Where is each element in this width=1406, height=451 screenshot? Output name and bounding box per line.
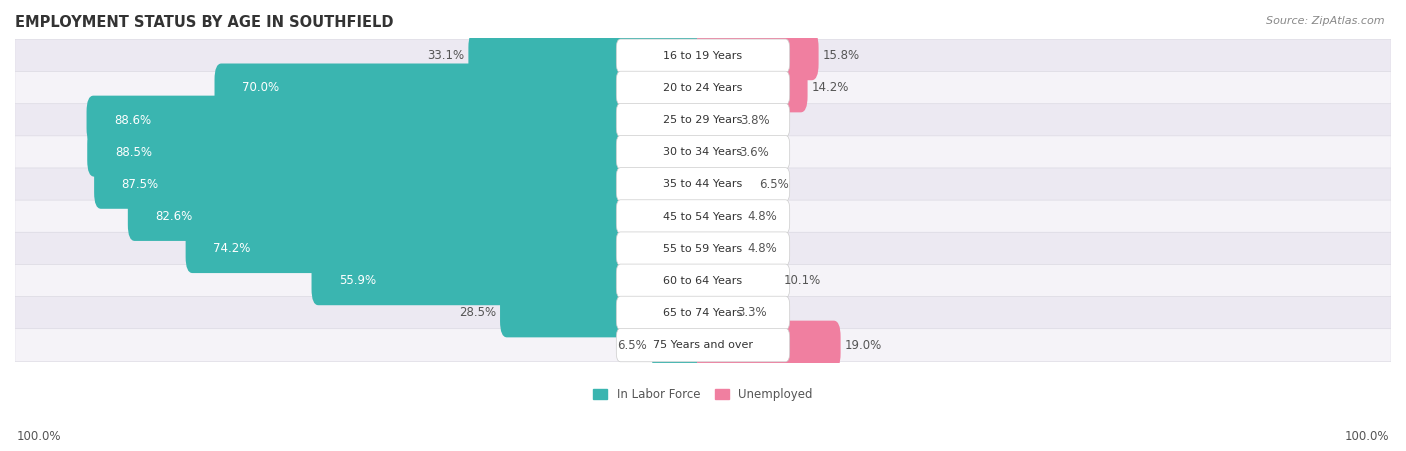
Text: 60 to 64 Years: 60 to 64 Years bbox=[664, 276, 742, 286]
Text: 30 to 34 Years: 30 to 34 Years bbox=[664, 147, 742, 157]
Text: 19.0%: 19.0% bbox=[845, 339, 882, 352]
FancyBboxPatch shape bbox=[616, 135, 790, 169]
Text: 87.5%: 87.5% bbox=[122, 178, 159, 191]
Text: 20 to 24 Years: 20 to 24 Years bbox=[664, 83, 742, 93]
Text: 100.0%: 100.0% bbox=[17, 430, 62, 443]
FancyBboxPatch shape bbox=[186, 224, 710, 273]
FancyBboxPatch shape bbox=[15, 136, 1391, 169]
FancyBboxPatch shape bbox=[15, 200, 1391, 233]
FancyBboxPatch shape bbox=[468, 32, 710, 80]
FancyBboxPatch shape bbox=[696, 321, 841, 369]
FancyBboxPatch shape bbox=[696, 128, 735, 177]
Text: 70.0%: 70.0% bbox=[242, 82, 280, 94]
Text: 88.5%: 88.5% bbox=[115, 146, 152, 159]
FancyBboxPatch shape bbox=[696, 64, 807, 112]
FancyBboxPatch shape bbox=[696, 96, 735, 144]
FancyBboxPatch shape bbox=[651, 321, 710, 369]
FancyBboxPatch shape bbox=[616, 103, 790, 137]
Text: 4.8%: 4.8% bbox=[747, 242, 776, 255]
FancyBboxPatch shape bbox=[696, 160, 755, 209]
FancyBboxPatch shape bbox=[15, 329, 1391, 361]
Text: 16 to 19 Years: 16 to 19 Years bbox=[664, 51, 742, 61]
Legend: In Labor Force, Unemployed: In Labor Force, Unemployed bbox=[589, 383, 817, 405]
Text: 3.6%: 3.6% bbox=[738, 146, 769, 159]
FancyBboxPatch shape bbox=[696, 32, 818, 80]
FancyBboxPatch shape bbox=[616, 264, 790, 298]
FancyBboxPatch shape bbox=[616, 71, 790, 105]
FancyBboxPatch shape bbox=[501, 289, 710, 337]
FancyBboxPatch shape bbox=[616, 39, 790, 73]
Text: 25 to 29 Years: 25 to 29 Years bbox=[664, 115, 742, 125]
FancyBboxPatch shape bbox=[15, 297, 1391, 329]
Text: Source: ZipAtlas.com: Source: ZipAtlas.com bbox=[1267, 16, 1385, 26]
FancyBboxPatch shape bbox=[15, 104, 1391, 137]
Text: 28.5%: 28.5% bbox=[458, 306, 496, 319]
FancyBboxPatch shape bbox=[696, 256, 779, 305]
Text: EMPLOYMENT STATUS BY AGE IN SOUTHFIELD: EMPLOYMENT STATUS BY AGE IN SOUTHFIELD bbox=[15, 15, 394, 30]
FancyBboxPatch shape bbox=[94, 160, 710, 209]
Text: 75 Years and over: 75 Years and over bbox=[652, 340, 754, 350]
Text: 65 to 74 Years: 65 to 74 Years bbox=[664, 308, 742, 318]
FancyBboxPatch shape bbox=[87, 96, 710, 144]
FancyBboxPatch shape bbox=[696, 289, 733, 337]
Text: 6.5%: 6.5% bbox=[617, 339, 647, 352]
FancyBboxPatch shape bbox=[128, 192, 710, 241]
Text: 45 to 54 Years: 45 to 54 Years bbox=[664, 212, 742, 221]
Text: 100.0%: 100.0% bbox=[1344, 430, 1389, 443]
FancyBboxPatch shape bbox=[616, 232, 790, 265]
FancyBboxPatch shape bbox=[616, 200, 790, 233]
FancyBboxPatch shape bbox=[15, 232, 1391, 265]
Text: 55.9%: 55.9% bbox=[339, 274, 377, 287]
FancyBboxPatch shape bbox=[15, 264, 1391, 297]
Text: 88.6%: 88.6% bbox=[114, 114, 152, 127]
FancyBboxPatch shape bbox=[215, 64, 710, 112]
Text: 10.1%: 10.1% bbox=[783, 274, 821, 287]
Text: 14.2%: 14.2% bbox=[811, 82, 849, 94]
FancyBboxPatch shape bbox=[696, 192, 742, 241]
Text: 4.8%: 4.8% bbox=[747, 210, 776, 223]
Text: 82.6%: 82.6% bbox=[155, 210, 193, 223]
Text: 35 to 44 Years: 35 to 44 Years bbox=[664, 179, 742, 189]
Text: 6.5%: 6.5% bbox=[759, 178, 789, 191]
FancyBboxPatch shape bbox=[616, 328, 790, 362]
Text: 15.8%: 15.8% bbox=[823, 49, 860, 62]
FancyBboxPatch shape bbox=[616, 168, 790, 201]
FancyBboxPatch shape bbox=[15, 168, 1391, 201]
FancyBboxPatch shape bbox=[87, 128, 710, 177]
Text: 33.1%: 33.1% bbox=[427, 49, 464, 62]
FancyBboxPatch shape bbox=[15, 39, 1391, 72]
FancyBboxPatch shape bbox=[312, 256, 710, 305]
Text: 74.2%: 74.2% bbox=[214, 242, 250, 255]
Text: 3.3%: 3.3% bbox=[737, 306, 766, 319]
FancyBboxPatch shape bbox=[15, 72, 1391, 104]
FancyBboxPatch shape bbox=[696, 224, 742, 273]
Text: 55 to 59 Years: 55 to 59 Years bbox=[664, 244, 742, 253]
Text: 3.8%: 3.8% bbox=[740, 114, 769, 127]
FancyBboxPatch shape bbox=[616, 296, 790, 330]
